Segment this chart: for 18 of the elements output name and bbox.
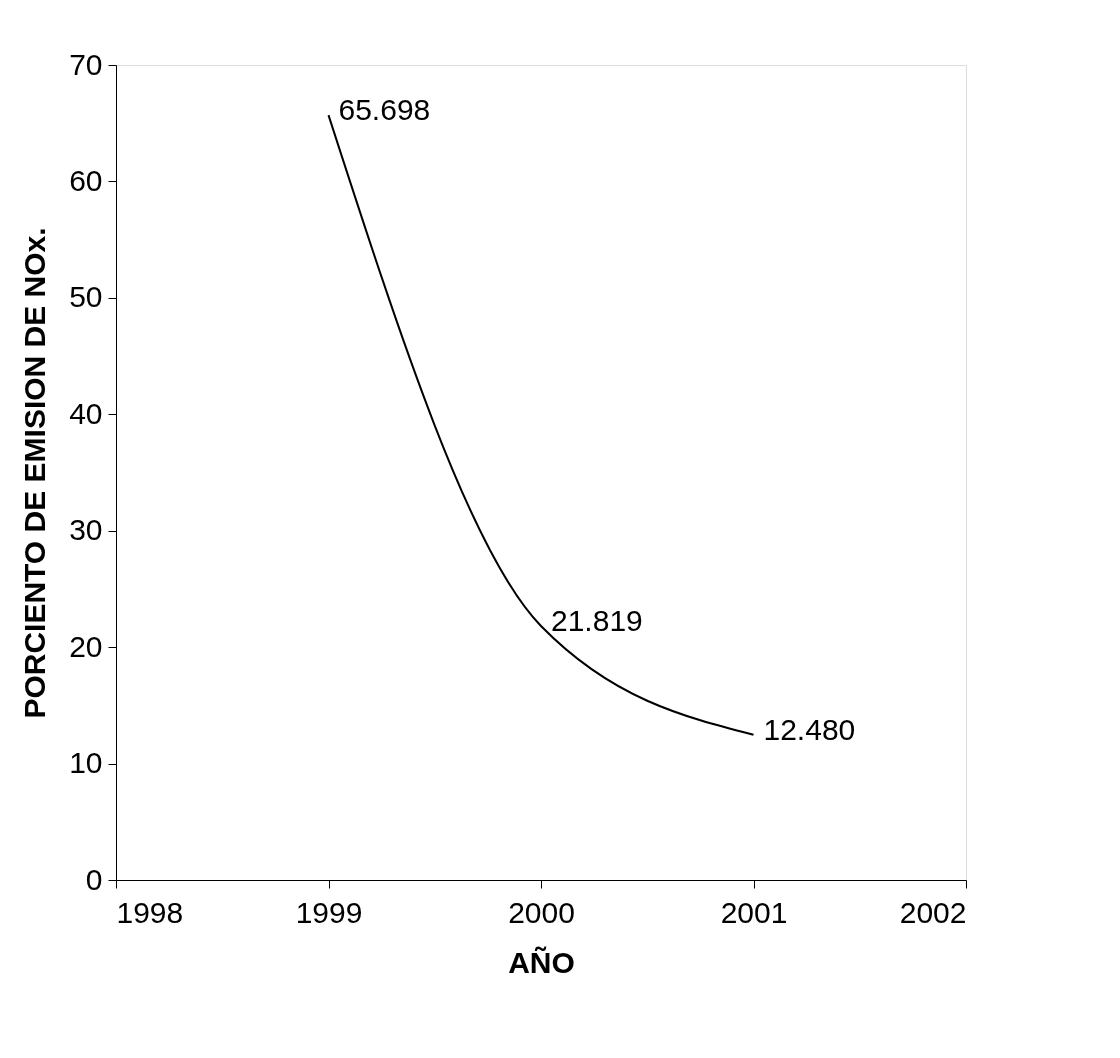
- y-tick-label: 40: [69, 396, 103, 430]
- x-tick-label: 1998: [116, 895, 184, 929]
- y-tick-label: 20: [69, 629, 103, 663]
- y-tick-label: 10: [69, 746, 103, 780]
- y-tick-label: 50: [69, 280, 103, 314]
- y-tick-label: 70: [69, 47, 103, 81]
- x-tick-label: 2000: [508, 895, 575, 929]
- y-tick-label: 60: [69, 163, 103, 197]
- x-tick-label: 1999: [295, 895, 363, 929]
- data-label: 12.480: [763, 712, 856, 746]
- y-axis-title: PORCIENTO DE EMISION DE NOx.: [18, 227, 52, 719]
- data-label: 21.819: [551, 603, 643, 637]
- data-label: 65.698: [338, 93, 431, 127]
- x-tick-label: 2001: [720, 895, 788, 929]
- y-tick-label: 30: [69, 513, 103, 547]
- x-axis-title: AÑO: [508, 945, 575, 979]
- x-tick-label: 2002: [899, 895, 967, 929]
- y-tick-label: 0: [85, 862, 103, 896]
